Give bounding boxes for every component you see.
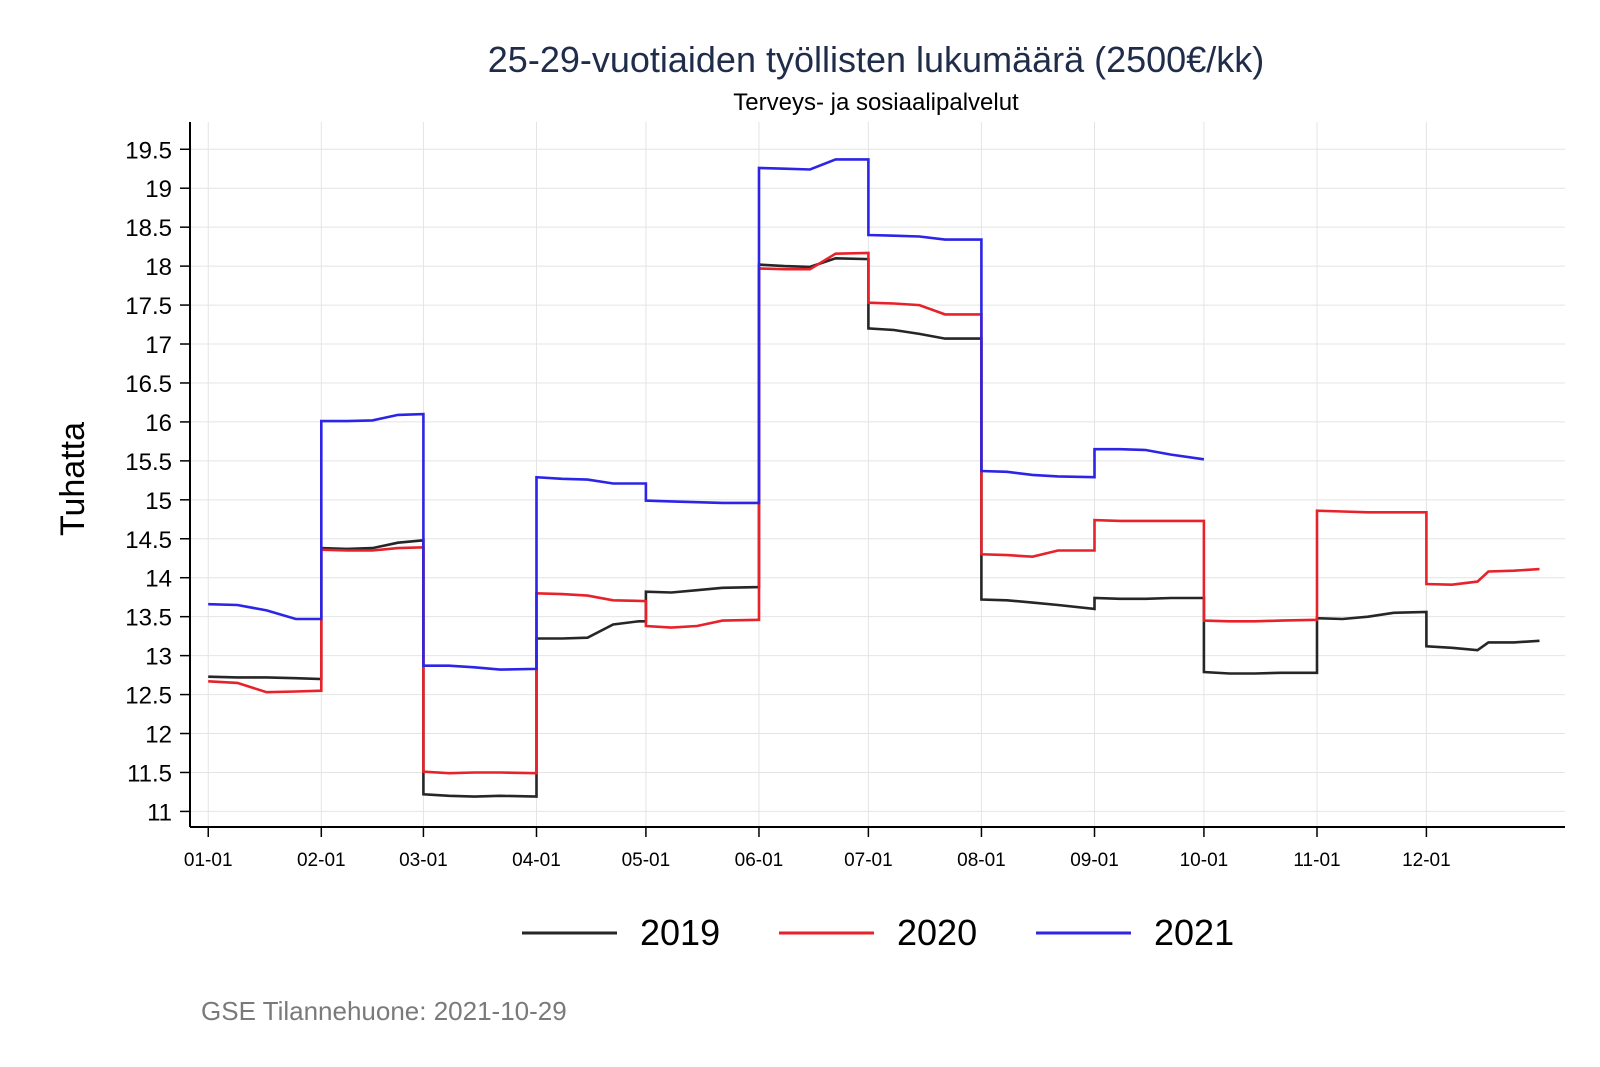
- y-tick-label: 13: [145, 644, 172, 671]
- legend-label-2021: 2021: [1154, 912, 1234, 953]
- y-axis-label: Tuhatta: [54, 422, 92, 536]
- y-tick-label: 14: [145, 566, 172, 593]
- y-tick-label: 19.5: [125, 137, 172, 164]
- y-tick-label: 18.5: [125, 215, 172, 242]
- y-tick-label: 17.5: [125, 293, 172, 320]
- x-tick-label: 06-01: [735, 850, 784, 871]
- x-tick-label: 08-01: [957, 850, 1006, 871]
- series-lines: [208, 158, 1540, 798]
- source-note: GSE Tilannehuone: 2021-10-29: [201, 996, 567, 1026]
- x-tick-label: 10-01: [1180, 850, 1229, 871]
- legend-label-2019: 2019: [640, 912, 720, 953]
- y-tick-label: 11.5: [127, 760, 172, 787]
- y-tick-label: 19: [145, 176, 172, 203]
- y-tick-label: 17: [145, 332, 172, 359]
- y-tick-label: 11: [147, 799, 172, 826]
- y-tick-label: 16.5: [125, 371, 172, 398]
- y-tick-label: 12.5: [125, 683, 172, 710]
- x-tick-label: 04-01: [512, 850, 561, 871]
- series-line-2021: [208, 158, 1205, 671]
- legend-label-2020: 2020: [897, 912, 977, 953]
- x-tick-label: 01-01: [184, 850, 233, 871]
- x-tick-label: 12-01: [1402, 850, 1451, 871]
- x-tick-label: 07-01: [844, 850, 893, 871]
- y-tick-label: 15.5: [125, 449, 172, 476]
- x-tick-label: 05-01: [622, 850, 671, 871]
- gridlines: [190, 122, 1565, 827]
- series-line-2020: [208, 251, 1540, 775]
- axes: [180, 122, 1565, 837]
- x-tick-label: 03-01: [399, 850, 448, 871]
- y-tick-label: 18: [145, 254, 172, 281]
- legend: 2019 2020 2021: [522, 912, 1234, 953]
- y-tick-label: 13.5: [125, 605, 172, 632]
- series-line-2019: [208, 256, 1540, 798]
- x-tick-label: 11-01: [1293, 850, 1340, 871]
- y-tick-label: 14.5: [125, 527, 172, 554]
- x-tick-label: 09-01: [1070, 850, 1119, 871]
- chart-title: 25-29-vuotiaiden työllisten lukumäärä (2…: [488, 39, 1264, 80]
- y-tick-label: 12: [145, 722, 172, 749]
- x-tick-label: 02-01: [297, 850, 346, 871]
- y-ticks: 11 11.5 12 12.5 13 13.5 14 14.5 15 15.5 16 16.5 17 17…: [125, 137, 172, 826]
- chart-subtitle: Terveys- ja sosiaalipalvelut: [733, 89, 1019, 116]
- y-tick-label: 16: [145, 410, 172, 437]
- y-tick-label: 15: [145, 488, 172, 515]
- x-ticks: 01-01 02-01 03-01 04-01 05-01 06-01 07-01 08-01…: [184, 850, 1451, 871]
